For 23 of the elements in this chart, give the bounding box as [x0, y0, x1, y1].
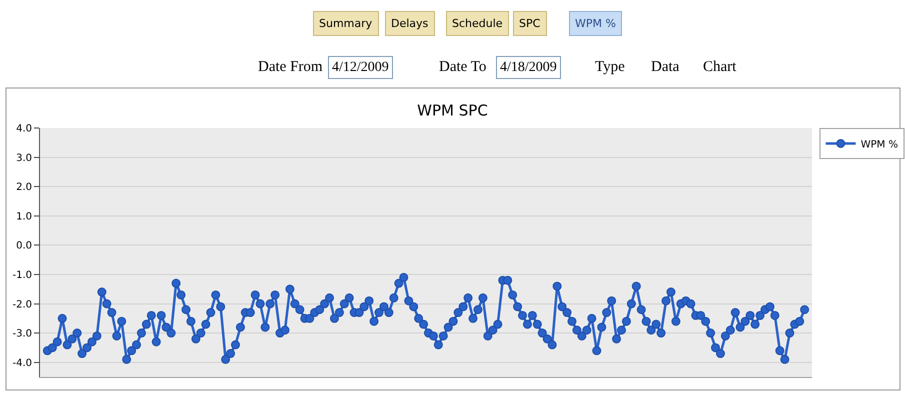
legend-label: WPM % [860, 139, 898, 150]
y-tick-label: -1.0 [12, 270, 32, 281]
text: Chart [703, 59, 738, 75]
y-tick-label: 1.0 [16, 211, 32, 222]
y-tick-label: -3.0 [12, 328, 32, 340]
text: Date From [258, 59, 323, 75]
y-tick-label: -4.0 [12, 358, 32, 369]
text: Summary [319, 17, 373, 30]
chart-title: WPM SPC [417, 101, 488, 120]
y-tick-label: 4.0 [16, 124, 32, 134]
text: 4/18/2009 [500, 60, 557, 75]
text: Date To [439, 59, 486, 75]
y-tick-label: -2.0 [12, 299, 32, 310]
text: SPC [519, 17, 541, 30]
text: Delays [391, 17, 429, 30]
y-tick-label: 2.0 [16, 182, 32, 194]
text: Data [651, 59, 680, 75]
text: 4/12/2009 [332, 60, 389, 75]
text: Type [595, 59, 626, 75]
text: Schedule [452, 17, 503, 30]
y-tick-label: 3.0 [16, 152, 32, 164]
y-tick-label: 0.0 [16, 240, 32, 252]
text: WPM % [575, 17, 616, 30]
